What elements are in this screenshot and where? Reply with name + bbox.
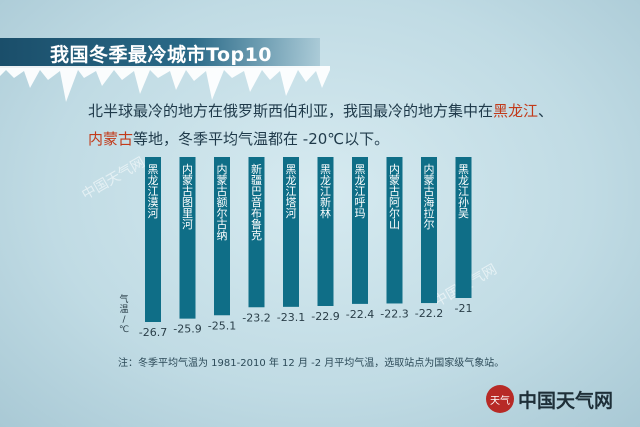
category-label: 黑龙江孙吴 [458,163,469,220]
subtitle-text: 等地，冬季平均气温都在 -20℃以下。 [133,130,390,148]
bar [421,157,437,304]
chart-note: 注：冬季平均气温为 1981-2010 年 12 月 -2 月平均气温，选取站点… [118,358,505,369]
subtitle-line-1: 北半球最冷的地方在俄罗斯西伯利亚，我国最冷的地方集中在黑龙江、 [88,100,553,121]
chart-title: 我国冬季最冷城市Top10 [50,44,273,66]
bar [179,157,196,319]
bar [248,157,265,308]
value-label: -21 [455,302,473,315]
bar [386,157,403,304]
value-label: -26.7 [139,326,167,339]
category-label: 内蒙古图里河 [182,162,193,231]
category-label: 黑龙江呼玛 [355,163,366,220]
title-band [0,38,320,68]
subtitle-highlight-heilongjiang: 黑龙江 [493,102,539,120]
bar [283,157,299,307]
value-label: -25.9 [173,323,201,336]
brand-name: 中国天气网 [518,390,614,412]
category-label: 新疆巴音布鲁克 [251,162,262,242]
category-label: 内蒙古阿尔山 [389,162,400,231]
category-label: 黑龙江漠河 [148,163,159,220]
value-label: -22.4 [346,308,374,321]
subtitle-text: 北半球最冷的地方在俄罗斯西伯利亚，我国最冷的地方集中在 [88,102,494,120]
bar [455,157,472,298]
subtitle-text: 、 [538,102,554,120]
value-label: -23.2 [242,311,270,324]
brand-logo-icon: 天气 [486,385,514,413]
bar [352,157,368,304]
value-label: -23.1 [277,311,305,324]
category-label: 黑龙江新林 [320,163,331,220]
category-label: 内蒙古额尔古纳 [217,162,228,242]
bar [317,157,334,306]
value-label: -22.9 [311,310,339,323]
value-label: -22.2 [415,307,443,320]
bar [214,157,230,316]
value-label: -25.1 [208,319,236,332]
y-axis-label: 气温/℃ [119,293,129,335]
category-label: 内蒙古海拉尔 [424,162,435,231]
subtitle-line-2: 内蒙古等地，冬季平均气温都在 -20℃以下。 [88,128,389,149]
bar [145,157,161,322]
subtitle-highlight-neimenggu: 内蒙古 [88,130,134,148]
category-label: 黑龙江塔河 [286,163,297,220]
value-label: -22.3 [380,307,408,320]
icicles-decoration [0,66,330,102]
